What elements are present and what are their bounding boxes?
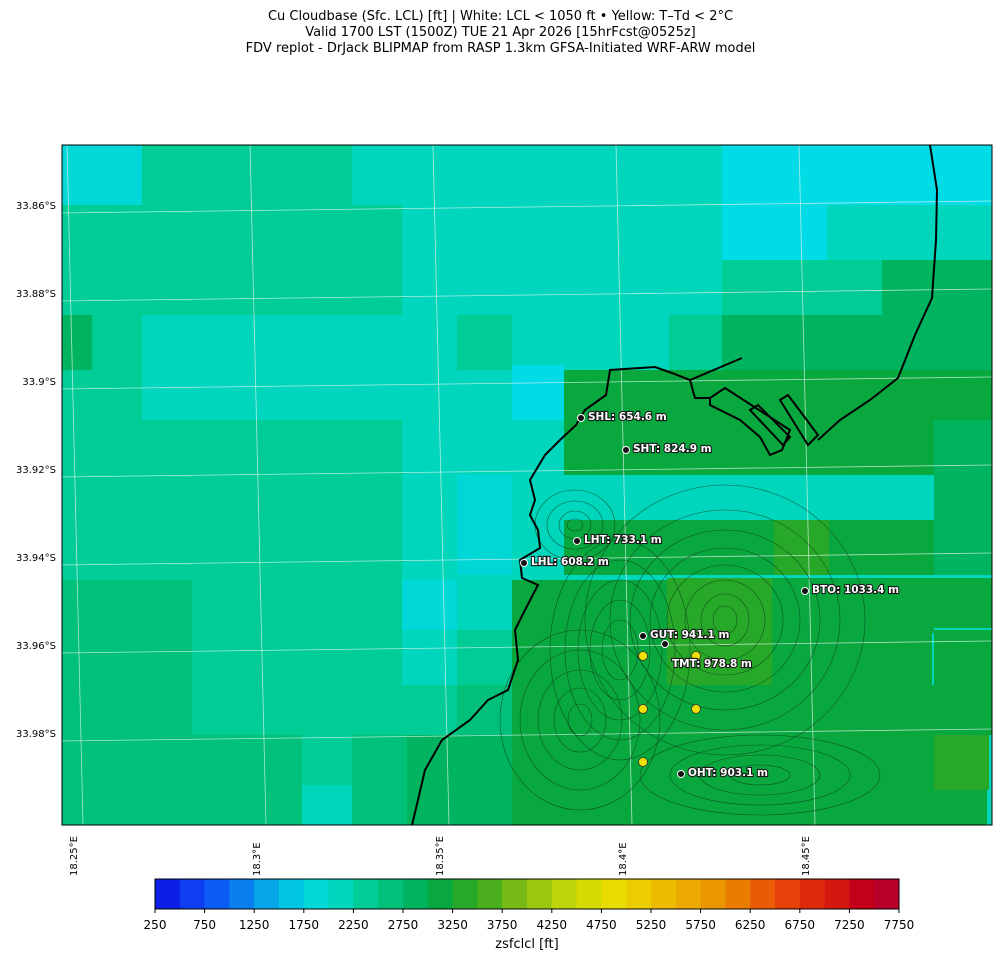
saturation-dot (691, 704, 701, 714)
lat-tick-label: 33.98°S (16, 729, 56, 740)
colorbar-tick-label: 5250 (635, 918, 667, 932)
lat-tick-label: 33.92°S (16, 465, 56, 476)
colorbar-swatch (601, 879, 627, 909)
colorbar-swatch (427, 879, 454, 909)
colorbar-swatch (229, 879, 255, 909)
station-dot-shl (577, 414, 585, 422)
station-label-gut: GUT: 941.1 m (650, 629, 729, 641)
colorbar-swatch (775, 879, 801, 909)
colorbar-swatch (675, 879, 702, 909)
station-label-lht: LHT: 733.1 m (584, 534, 662, 546)
lon-tick-label: 18.35°E (435, 836, 446, 876)
saturation-dot (638, 651, 648, 661)
colorbar-tick-label: 6250 (734, 918, 766, 932)
colorbar-swatch (527, 879, 553, 909)
station-dot-sht (622, 446, 630, 454)
colorbar-swatch (204, 879, 230, 909)
saturation-dot (638, 757, 648, 767)
lat-tick-label: 33.86°S (16, 201, 56, 212)
colorbar-swatch (750, 879, 776, 909)
colorbar-tick-label: 1750 (288, 918, 320, 932)
colorbar-tick-label: 750 (193, 918, 217, 932)
colorbar-swatch (403, 879, 429, 909)
map-frame (61, 144, 993, 826)
colorbar (154, 878, 900, 913)
colorbar-tick-label: 2750 (387, 918, 419, 932)
colorbar-tick-label: 7750 (883, 918, 915, 932)
colorbar-swatch (502, 879, 528, 909)
station-markers: SHL: 654.6 m SHT: 824.9 m LHT: 733.1 m LHL:… (520, 410, 900, 780)
station-label-tmt: TMT: 978.8 m (672, 658, 752, 670)
colorbar-swatch (303, 879, 330, 909)
saturation-dot (691, 651, 701, 661)
cloudbase-grid (62, 145, 992, 825)
colorbar-swatch (824, 879, 850, 909)
colorbar-swatch (651, 879, 677, 909)
lat-tick-label: 33.9°S (22, 377, 56, 388)
station-label-sht: SHT: 824.9 m (633, 443, 712, 455)
title-line-1: Cu Cloudbase (Sfc. LCL) [ft] | White: LC… (267, 9, 734, 24)
coastline (411, 145, 939, 825)
colorbar-swatch (700, 879, 726, 909)
colorbar-tick-label: 250 (143, 918, 167, 932)
colorbar-tick-label: 4750 (586, 918, 617, 932)
lon-tick-label: 18.45°E (801, 836, 812, 876)
colorbar-tick-label: 7250 (834, 918, 865, 932)
station-label-bto: BTO: 1033.4 m (812, 584, 899, 596)
title-line-2: Valid 1700 LST (1500Z) TUE 21 Apr 2026 [… (305, 25, 696, 40)
colorbar-swatch (725, 879, 751, 909)
station-label-shl: SHL: 654.6 m (588, 411, 667, 423)
colorbar-tick-label: 6750 (784, 918, 816, 932)
title-line-3: FDV replot - DrJack BLIPMAP from RASP 1.… (245, 41, 756, 56)
colorbar-swatch (155, 879, 181, 909)
colorbar-swatch (328, 879, 354, 909)
colorbar-swatch (279, 879, 305, 909)
lon-tick-label: 18.3°E (252, 842, 263, 876)
colorbar-label: zsfclcl [ft] (495, 937, 559, 952)
graticule (62, 145, 992, 825)
colorbar-swatch (849, 879, 875, 909)
colorbar-swatch (254, 879, 280, 909)
lon-tick-label: 18.25°E (69, 836, 80, 876)
colorbar-tick-label: 4250 (536, 918, 568, 932)
colorbar-swatch (452, 879, 478, 909)
station-dot-oht (677, 770, 685, 778)
colorbar-swatch (378, 879, 404, 909)
colorbar-tick-label: 2250 (338, 918, 369, 932)
colorbar-swatch (179, 879, 206, 909)
colorbar-tick-label: 3250 (437, 918, 468, 932)
station-dot-lhl (520, 559, 528, 567)
colorbar-tick-label: 3750 (486, 918, 518, 932)
lon-tick-label: 18.4°E (618, 842, 629, 876)
colorbar-tick-label: 5750 (685, 918, 716, 932)
station-label-lhl: LHL: 608.2 m (531, 556, 609, 568)
map-area: SHL: 654.6 m SHT: 824.9 m LHT: 733.1 m LHL:… (62, 145, 992, 825)
station-dot-gut (639, 632, 647, 640)
saturation-dots (638, 651, 701, 767)
lat-tick-label: 33.94°S (16, 553, 56, 564)
saturation-dot (638, 704, 648, 714)
colorbar-swatch (477, 879, 503, 909)
station-dot-bto (801, 587, 809, 595)
colorbar-swatch (799, 879, 826, 909)
colorbar-swatch (576, 879, 602, 909)
lat-tick-label: 33.96°S (16, 641, 56, 652)
terrain-contours (499, 484, 881, 816)
colorbar-swatch (353, 879, 379, 909)
station-dot-lht (573, 537, 581, 545)
colorbar-swatch (626, 879, 652, 909)
colorbar-tick-label: 1250 (238, 918, 270, 932)
lat-tick-label: 33.88°S (16, 289, 56, 300)
colorbar-swatch (551, 879, 578, 909)
station-dot-tmt (661, 640, 669, 648)
station-label-oht: OHT: 903.1 m (688, 767, 768, 779)
colorbar-swatch (874, 879, 900, 909)
